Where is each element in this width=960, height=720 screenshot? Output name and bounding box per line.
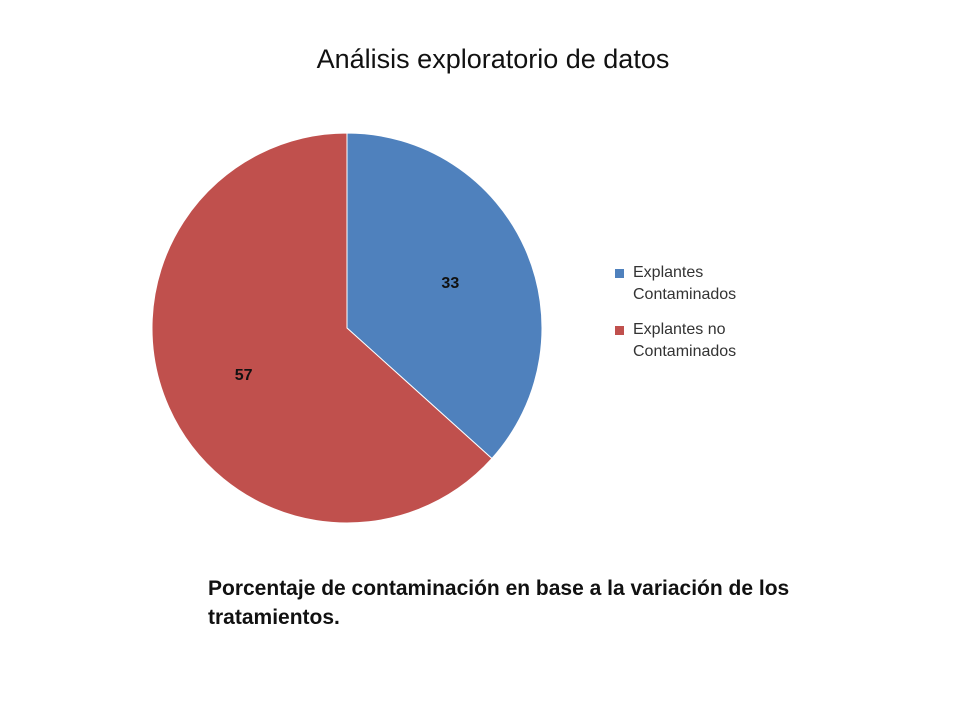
chart-caption: Porcentaje de contaminación en base a la… [208, 577, 790, 629]
legend-swatch-no-contaminados [615, 326, 624, 335]
legend-item-contaminados: Explantes Contaminados [615, 262, 773, 306]
slice-label-contaminados: 33 [441, 275, 459, 292]
slide-title: Análisis exploratorio de datos [316, 44, 670, 74]
pie-slice-contaminados [346, 132, 543, 460]
legend-swatch-contaminados [615, 269, 624, 278]
legend-item-no-contaminados: Explantes no Contaminados [615, 319, 773, 363]
legend-label-no-contaminados: Explantes no Contaminados [633, 321, 737, 360]
chart-legend: Explantes Contaminados Explantes no Cont… [615, 262, 773, 376]
legend-label-contaminados: Explantes Contaminados [633, 264, 737, 303]
pie-slice-no-contaminados [151, 132, 493, 524]
slice-label-no-contaminados: 57 [235, 367, 253, 384]
